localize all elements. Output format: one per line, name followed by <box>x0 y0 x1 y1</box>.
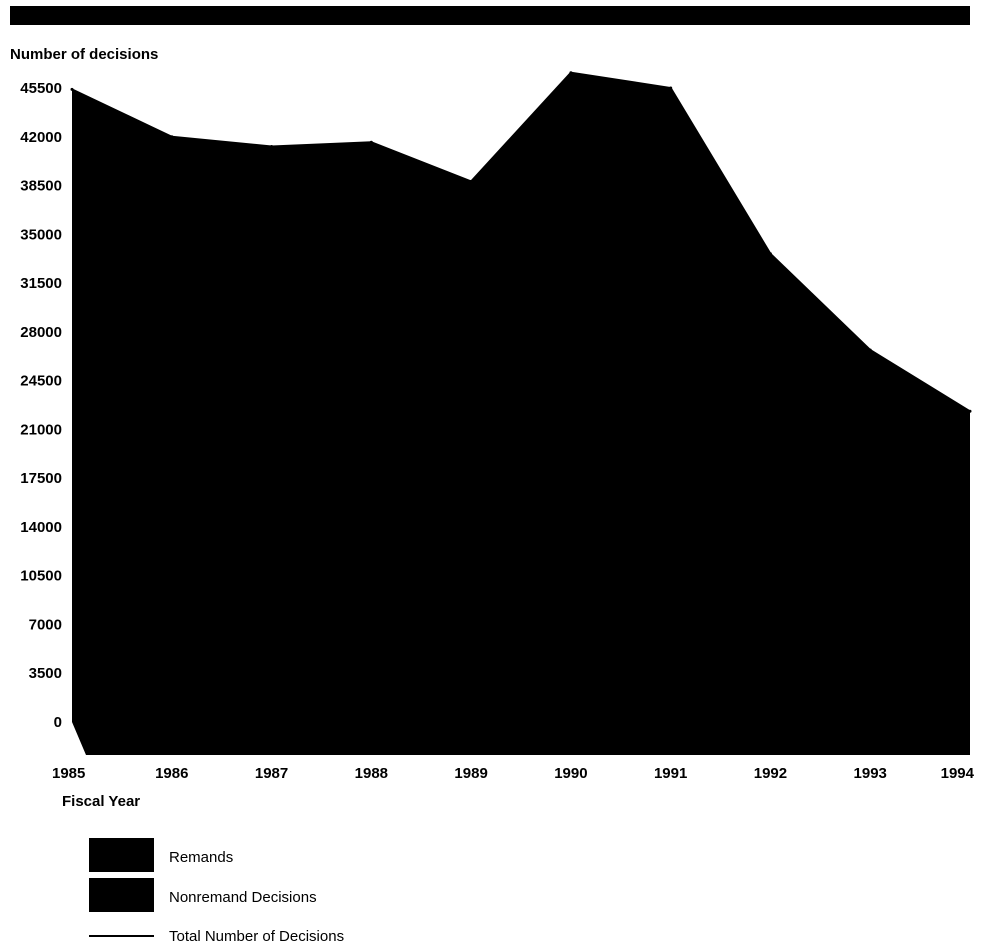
total-point-1987 <box>270 145 274 148</box>
y-tick-label: 35000 <box>20 226 62 243</box>
y-tick-label: 14000 <box>20 519 62 536</box>
plot-area <box>70 71 972 755</box>
x-tick-label: 1992 <box>754 765 787 782</box>
top-banner <box>10 6 970 25</box>
y-tick-label: 17500 <box>20 470 62 487</box>
legend-label-nonremand: Nonremand Decisions <box>169 889 317 906</box>
y-axis-ticks: 0 3500 7000 10500 14000 17500 21000 24500 28000 3… <box>20 80 62 731</box>
x-tick-label: 1990 <box>554 765 587 782</box>
legend-label-remands: Remands <box>169 849 233 866</box>
line-series-total <box>71 71 971 413</box>
area-series-decisions <box>72 72 970 755</box>
y-tick-label: 0 <box>54 714 62 731</box>
x-tick-label: 1987 <box>255 765 288 782</box>
total-point-1991 <box>669 86 673 90</box>
y-axis-title: Number of decisions <box>10 46 158 63</box>
total-point-1993 <box>868 348 872 352</box>
total-point-1990 <box>569 71 573 75</box>
x-axis-title: Fiscal Year <box>62 793 140 810</box>
total-point-1994 <box>968 409 972 413</box>
total-point-1989 <box>469 179 473 183</box>
x-axis-ticks: 1985 1986 1987 1988 1989 1990 1991 1992 1993 1994 <box>52 765 975 782</box>
x-tick-label: 1994 <box>941 765 975 782</box>
total-point-1988 <box>369 140 373 144</box>
x-tick-label: 1993 <box>854 765 887 782</box>
legend-label-total: Total Number of Decisions <box>169 928 344 944</box>
legend: Remands Nonremand Decisions Total Number… <box>89 838 344 944</box>
total-point-1992 <box>768 252 772 256</box>
x-tick-label: 1989 <box>454 765 487 782</box>
y-tick-label: 3500 <box>29 665 62 682</box>
y-tick-label: 10500 <box>20 568 62 585</box>
legend-swatch-remands <box>89 838 154 872</box>
total-point-1985 <box>70 87 74 91</box>
x-tick-label: 1985 <box>52 765 85 782</box>
y-tick-label: 24500 <box>20 373 62 390</box>
y-tick-label: 42000 <box>20 129 62 146</box>
y-tick-label: 45500 <box>20 80 62 97</box>
y-tick-label: 38500 <box>20 178 62 195</box>
x-tick-label: 1988 <box>355 765 388 782</box>
legend-swatch-nonremand <box>89 878 154 912</box>
y-tick-label: 7000 <box>29 616 62 633</box>
total-point-1986 <box>170 135 174 139</box>
x-tick-label: 1986 <box>155 765 188 782</box>
y-tick-label: 21000 <box>20 421 62 438</box>
x-tick-label: 1991 <box>654 765 687 782</box>
y-tick-label: 31500 <box>20 275 62 292</box>
y-tick-label: 28000 <box>20 324 62 341</box>
